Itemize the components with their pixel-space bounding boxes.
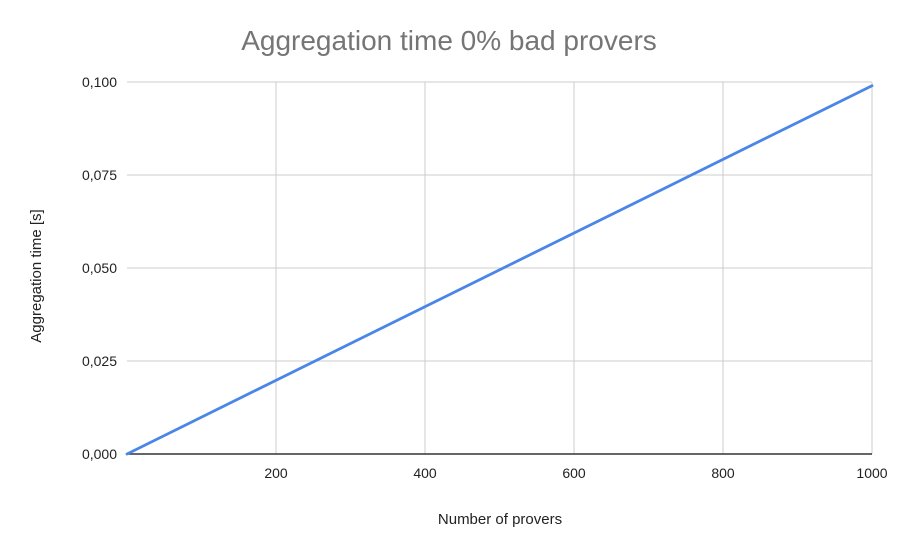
- series-layer: [125, 84, 874, 456]
- label-layer: 0,000 0,025 0,050 0,075 0,100 200 400 600 800 100…: [82, 74, 888, 481]
- y-tick-label: 0,025: [82, 353, 117, 369]
- y-axis-title: Aggregation time [s]: [28, 209, 45, 342]
- x-axis-title: Number of provers: [438, 511, 562, 528]
- x-tick-label: 200: [264, 465, 288, 481]
- chart-title: Aggregation time 0% bad provers: [241, 25, 657, 56]
- y-tick-label: 0,050: [82, 260, 117, 276]
- y-tick-label: 0,000: [82, 446, 117, 462]
- series-line: [125, 84, 874, 456]
- grid-layer: [127, 81, 873, 454]
- x-tick-label: 600: [562, 465, 586, 481]
- x-tick-label: 800: [711, 465, 735, 481]
- y-tick-label: 0,100: [82, 74, 117, 90]
- y-tick-label: 0,075: [82, 167, 117, 183]
- x-tick-label: 1000: [856, 465, 887, 481]
- x-tick-label: 400: [413, 465, 437, 481]
